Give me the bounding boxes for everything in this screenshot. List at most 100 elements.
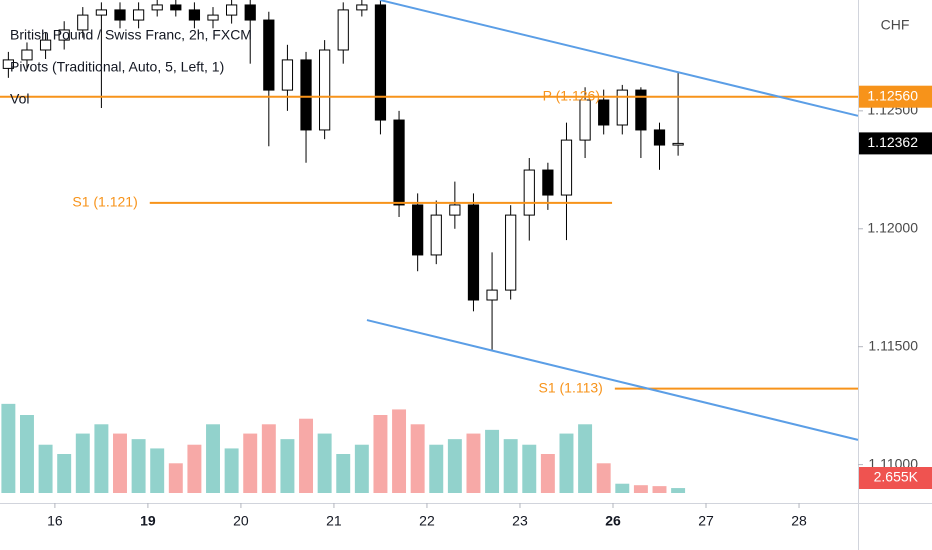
candle-body (672, 142, 684, 146)
volume-bar (94, 424, 109, 493)
price-label: 1.12560 (867, 87, 918, 103)
candle-body (95, 9, 108, 16)
candle-body (77, 14, 89, 31)
volume-bar (652, 486, 667, 493)
candle-body (151, 4, 163, 11)
volume-bar (57, 454, 72, 493)
pivot-label: S1 (1.121) (72, 194, 137, 210)
candle-body (337, 9, 349, 51)
last-price-bg (859, 132, 932, 155)
candle-body (170, 4, 182, 11)
plot-area: P (1.126) S1 (1.121) S1 (1.113) (0, 0, 859, 493)
x-tick-label: 19 (140, 513, 156, 529)
candle-body (598, 99, 610, 126)
candle-body (560, 139, 573, 196)
x-tick-label: 27 (698, 513, 714, 529)
volume-bar (1, 403, 16, 493)
volume-bar (429, 444, 444, 493)
pivot-label: S1 (1.113) (539, 379, 603, 395)
candle-body (374, 4, 387, 121)
last-volume-label: 2.655K (874, 469, 919, 485)
trendline (366, 319, 859, 441)
candle-body (616, 89, 628, 126)
volume-bar (596, 463, 611, 493)
candle-body (393, 119, 405, 206)
volume-bar (317, 433, 332, 493)
candle-body (486, 289, 498, 301)
legend: British Pound / Swiss Franc, 2h, FXCM Pi… (10, 27, 252, 107)
volume-bar (261, 424, 276, 493)
volume-bar (113, 433, 127, 493)
y-tick-label: 1.12000 (867, 219, 918, 235)
candle-body (505, 214, 517, 291)
volume-bar (671, 488, 686, 493)
x-tick-label: 16 (47, 513, 63, 529)
candle-body (207, 14, 219, 21)
last-price-label: 1.12362 (867, 134, 918, 150)
volume-bar (299, 418, 314, 493)
candle-body (542, 169, 554, 196)
volume-bar (131, 439, 146, 493)
volume-bar (485, 429, 500, 493)
x-tick-label: 22 (419, 513, 435, 529)
x-tick-label: 26 (605, 513, 621, 529)
candle-body (21, 49, 33, 61)
volume-bar (150, 448, 165, 493)
volume-bar (615, 483, 630, 493)
legend-symbol: British Pound / Swiss Franc, 2h, FXCM (10, 27, 252, 43)
legend-pivots: Pivots (Traditional, Auto, 5, Left, 1) (10, 59, 224, 75)
legend-vol: Vol (10, 91, 29, 107)
x-tick-label: 20 (233, 513, 249, 529)
x-tick-label: 23 (512, 513, 528, 529)
candle-body (244, 4, 256, 21)
candle-body (579, 99, 591, 141)
candle-body (523, 169, 535, 216)
candle-body (132, 9, 145, 21)
pivot-label: P (1.126) (543, 87, 600, 103)
candle-body (39, 39, 52, 51)
candle-body (58, 29, 70, 41)
candle-body (412, 204, 424, 256)
volume-bar (559, 433, 574, 493)
volume-bar (373, 415, 388, 493)
volume-bar (75, 433, 90, 493)
candle-body (114, 9, 126, 21)
volume-bar (503, 439, 518, 493)
volume-bar (522, 444, 537, 493)
candle-body (430, 214, 442, 256)
candle-body (263, 19, 275, 91)
volume-bar (187, 444, 202, 493)
volume-bar (243, 433, 258, 493)
trendline (379, 0, 859, 117)
volume-bar (168, 463, 183, 493)
volume-bar (578, 424, 593, 493)
volume-bar (19, 415, 34, 493)
candle-body (319, 49, 331, 131)
candle-body (2, 59, 14, 69)
volume-bar (410, 424, 425, 493)
volume-bar (633, 485, 648, 493)
candle-body (635, 89, 647, 131)
last-volume-bg (859, 467, 932, 489)
candle-body (653, 129, 666, 146)
volume-bar (354, 444, 369, 493)
candle-body (467, 204, 480, 301)
volume-bar (38, 444, 53, 493)
volume-bar (540, 454, 555, 493)
x-tick-label: 28 (791, 513, 807, 529)
price-label-bg (859, 85, 932, 108)
volume-bar (336, 454, 351, 493)
candle-body (356, 4, 368, 11)
volume-bar (466, 433, 481, 493)
y-tick-label: 1.11500 (868, 337, 918, 353)
volume-bar (224, 448, 239, 493)
volume-bar (280, 439, 295, 493)
volume-bar (392, 409, 407, 493)
candle-body (188, 9, 201, 21)
candle-body (281, 59, 294, 91)
candle-body (300, 59, 312, 131)
x-tick-label: 21 (326, 513, 342, 529)
volume-bar (206, 424, 220, 493)
candle-body (449, 204, 461, 216)
